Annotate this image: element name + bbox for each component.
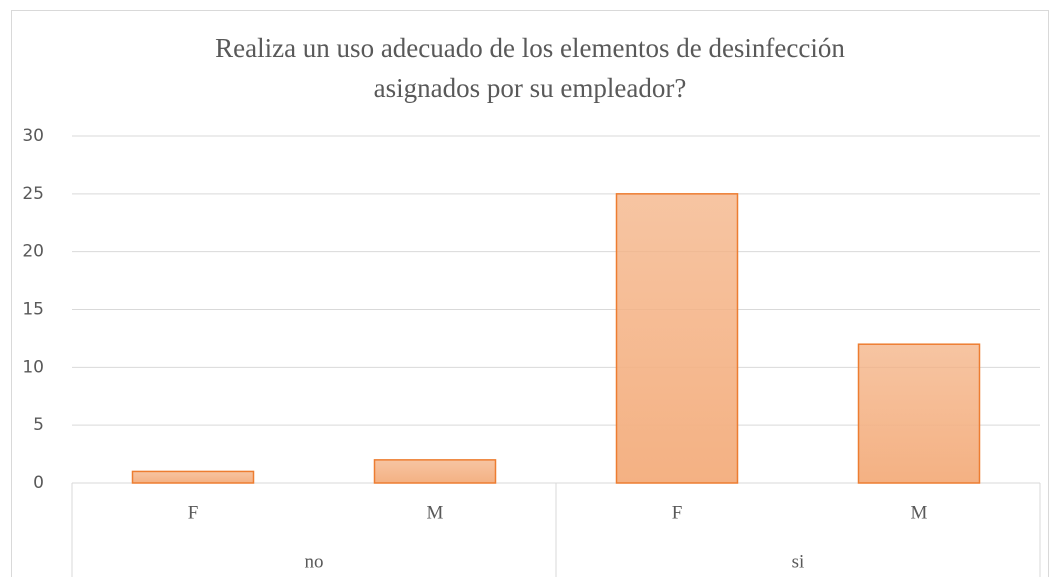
y-tick-label: 0 (33, 473, 44, 493)
bar (615, 193, 739, 484)
x-tick-label: M (427, 502, 444, 523)
chart-title: Realiza un uso adecuado de los elementos… (215, 33, 845, 103)
bar (131, 470, 255, 484)
bar (373, 459, 497, 484)
y-tick-label: 5 (33, 415, 44, 435)
y-tick-label: 15 (22, 300, 44, 320)
x-tick-label: F (188, 502, 199, 523)
y-tick-label: 30 (22, 126, 44, 146)
x-tick-label: F (672, 502, 683, 523)
bar (857, 343, 981, 484)
group-label: si (792, 551, 805, 572)
x-tick-label: M (911, 502, 928, 523)
y-tick-label: 20 (22, 242, 44, 262)
y-tick-label: 25 (22, 184, 44, 204)
group-label: no (305, 551, 324, 572)
y-tick-label: 10 (22, 357, 44, 377)
